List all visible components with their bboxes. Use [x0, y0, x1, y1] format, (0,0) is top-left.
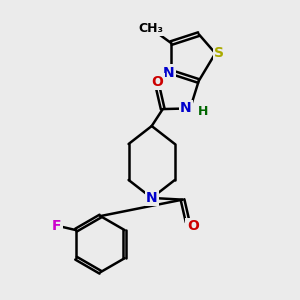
Text: N: N: [163, 66, 174, 80]
Text: H: H: [198, 105, 208, 118]
Text: N: N: [146, 191, 158, 205]
Text: CH₃: CH₃: [139, 22, 164, 35]
Text: S: S: [214, 46, 224, 60]
Text: F: F: [52, 219, 61, 233]
Text: N: N: [180, 101, 192, 116]
Text: O: O: [152, 75, 164, 89]
Text: O: O: [187, 219, 199, 233]
